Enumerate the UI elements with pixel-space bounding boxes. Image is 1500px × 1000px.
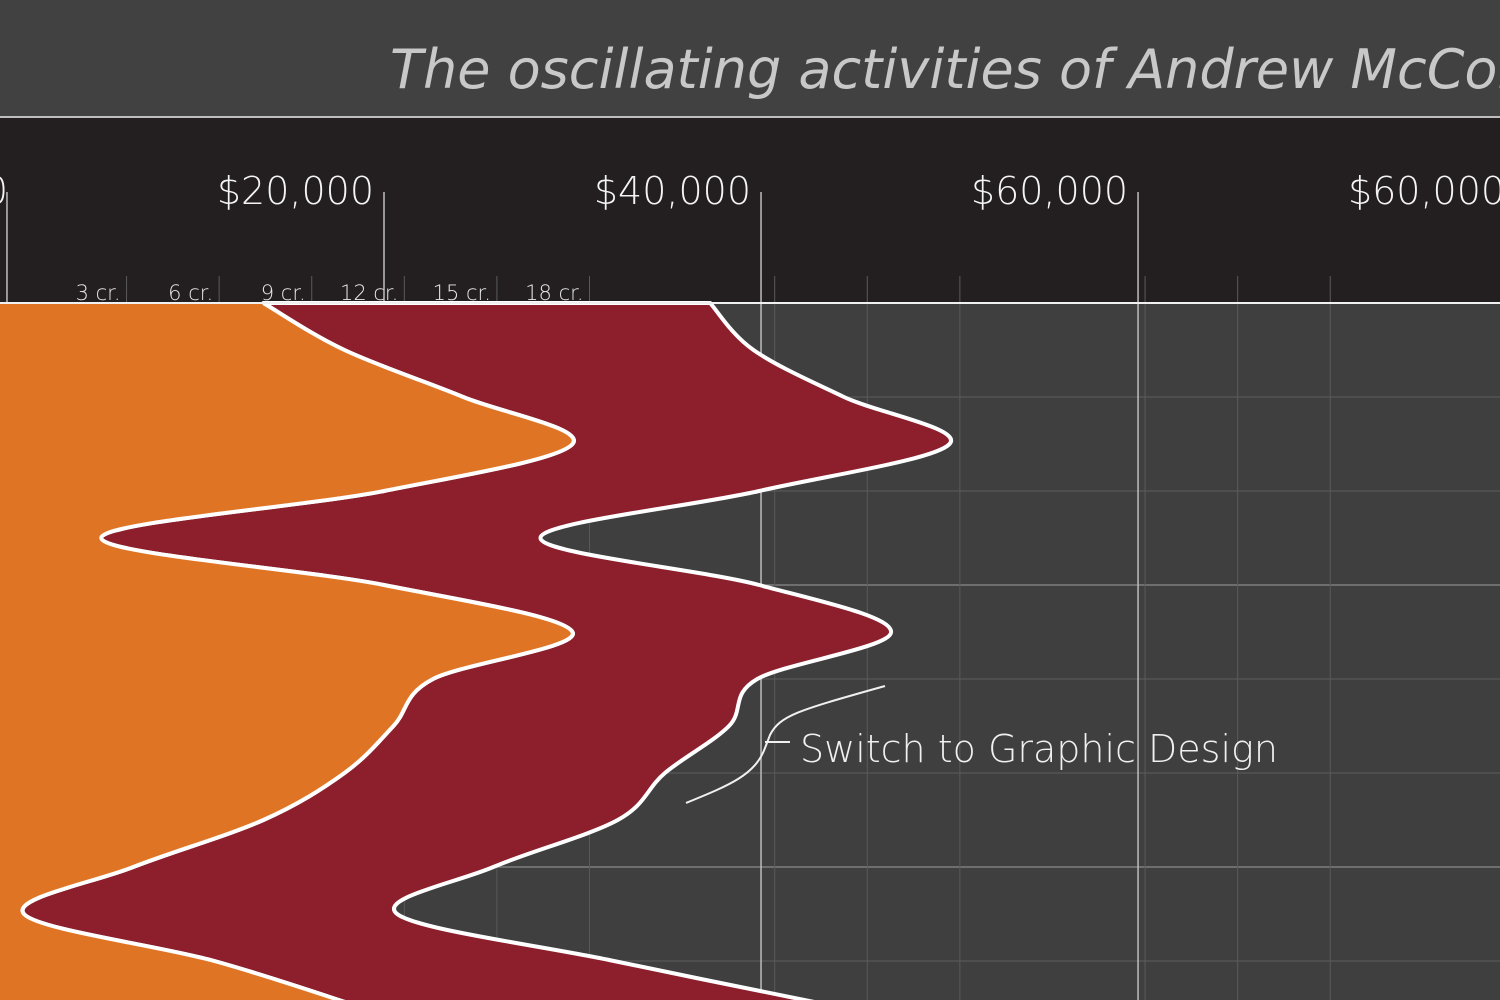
x-tick-label: $0: [0, 169, 8, 213]
axis-labels: 3 cr. 6 cr. 9 cr. 12 cr. 15 cr. 18 cr. $0 $20,0…: [0, 169, 1500, 305]
area: [0, 303, 574, 1000]
annotation: Switch to Graphic Design: [800, 727, 1278, 771]
boundary-line: [20, 301, 576, 1000]
annotation-bracket: [685, 685, 886, 804]
x-tick-label: $20,000: [217, 169, 374, 213]
chart-title: The oscillating activities of Andrew McC…: [390, 38, 1500, 101]
header-band: [0, 0, 1500, 117]
credit-tick-label: 3 cr.: [76, 281, 121, 305]
bracket-line: [685, 685, 886, 804]
x-tick-label: $60,000: [971, 169, 1128, 213]
x-tick-label: $60,000: [1348, 169, 1500, 213]
x-tick-label: $40,000: [594, 169, 751, 213]
credit-tick-label: 12 cr.: [340, 281, 398, 305]
credit-tick-label: 15 cr.: [433, 281, 491, 305]
credit-tick-label: 9 cr.: [261, 281, 306, 305]
credit-tick-label: 6 cr.: [168, 281, 213, 305]
areas: [0, 301, 954, 1000]
credit-tick-label: 18 cr.: [525, 281, 583, 305]
axis-band: [0, 118, 1500, 303]
